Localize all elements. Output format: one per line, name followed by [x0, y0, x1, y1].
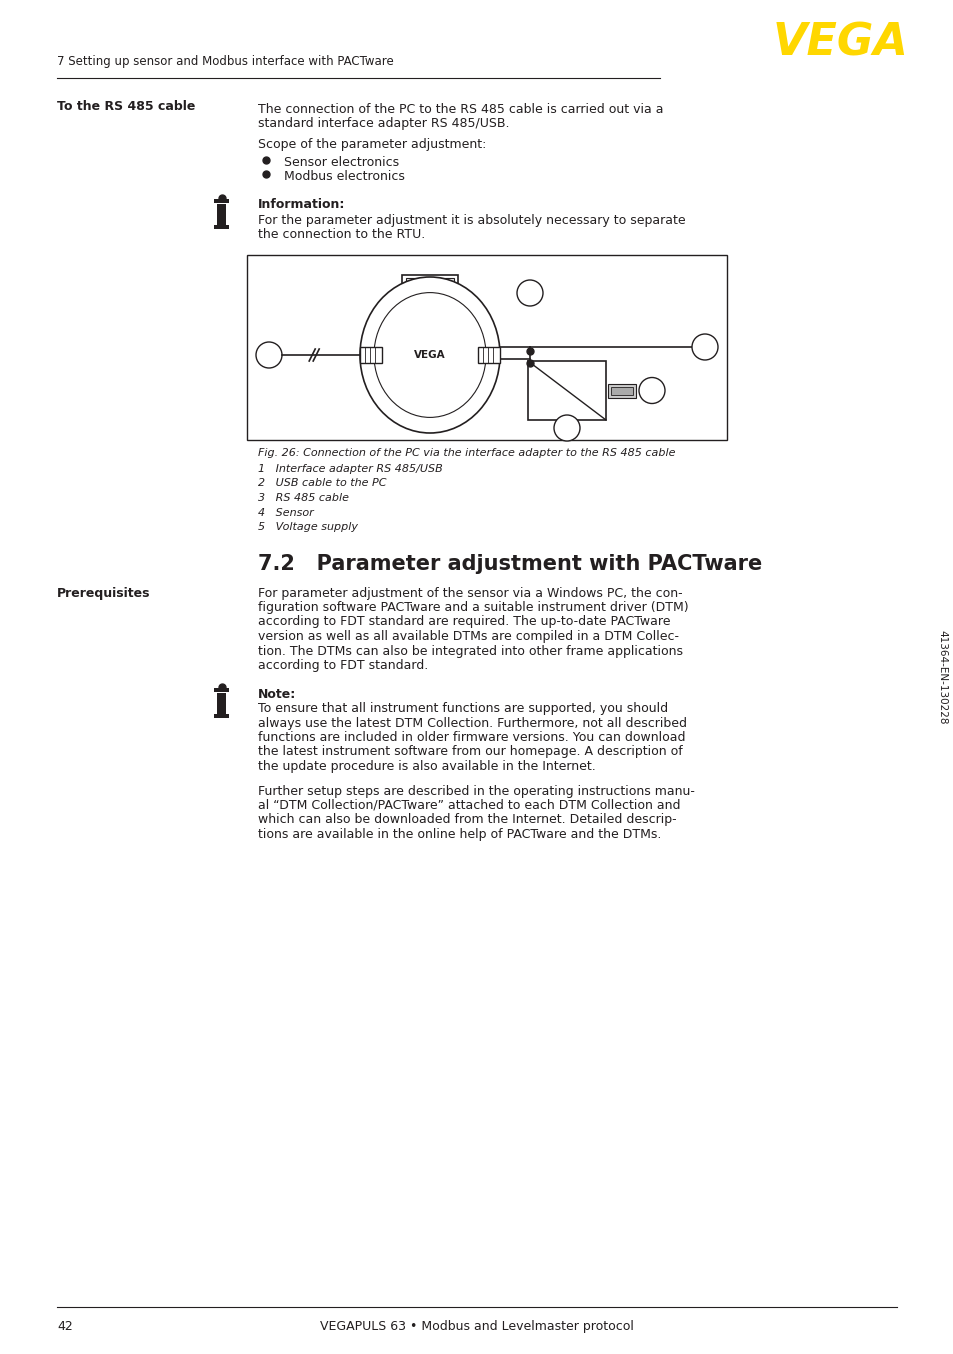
Text: version as well as all available DTMs are compiled in a DTM Collec-: version as well as all available DTMs ar… — [257, 630, 679, 643]
Text: the latest instrument software from our homepage. A description of: the latest instrument software from our … — [257, 746, 682, 758]
Bar — [406, 278, 454, 310]
Circle shape — [517, 280, 542, 306]
Text: Further setup steps are described in the operating instructions manu-: Further setup steps are described in the… — [257, 784, 694, 798]
Text: 4   Sensor: 4 Sensor — [257, 508, 314, 517]
Bar — [375, 311, 484, 393]
Bar — [607, 383, 636, 398]
Text: the connection to the RTU.: the connection to the RTU. — [257, 229, 425, 241]
Text: Scope of the parameter adjustment:: Scope of the parameter adjustment: — [257, 138, 486, 152]
Text: Information:: Information: — [257, 199, 345, 211]
Ellipse shape — [359, 278, 499, 433]
Text: 41364-EN-130228: 41364-EN-130228 — [936, 630, 946, 724]
Text: VEGA: VEGA — [771, 22, 907, 65]
Bar — [401, 389, 457, 406]
Circle shape — [691, 334, 718, 360]
Text: 42: 42 — [57, 1320, 72, 1332]
Bar — [217, 203, 226, 226]
Text: the update procedure is also available in the Internet.: the update procedure is also available i… — [257, 760, 595, 773]
Text: standard interface adapter RS 485/USB.: standard interface adapter RS 485/USB. — [257, 118, 509, 130]
Circle shape — [639, 378, 664, 403]
Text: according to FDT standard.: according to FDT standard. — [257, 659, 428, 672]
Bar — [217, 692, 226, 715]
Text: tions are available in the online help of PACTware and the DTMs.: tions are available in the online help o… — [257, 829, 660, 841]
Bar — [214, 714, 230, 718]
Text: VEGA: VEGA — [414, 349, 445, 360]
Bar — [477, 347, 499, 363]
Text: VEGAPULS 63 • Modbus and Levelmaster protocol: VEGAPULS 63 • Modbus and Levelmaster pro… — [319, 1320, 634, 1332]
Text: 3   RS 485 cable: 3 RS 485 cable — [257, 493, 349, 502]
Bar — [527, 362, 605, 420]
Text: To ensure that all instrument functions are supported, you should: To ensure that all instrument functions … — [257, 701, 667, 715]
Bar — [247, 255, 726, 440]
Circle shape — [554, 414, 579, 441]
Text: functions are included in older firmware versions. You can download: functions are included in older firmware… — [257, 731, 685, 743]
Text: Note:: Note: — [257, 688, 296, 700]
Text: For the parameter adjustment it is absolutely necessary to separate: For the parameter adjustment it is absol… — [257, 214, 685, 227]
Ellipse shape — [374, 292, 485, 417]
Text: al “DTM Collection/PACTware” attached to each DTM Collection and: al “DTM Collection/PACTware” attached to… — [257, 799, 679, 812]
Text: according to FDT standard are required. The up-to-date PACTware: according to FDT standard are required. … — [257, 616, 670, 628]
Text: 5   Voltage supply: 5 Voltage supply — [257, 523, 357, 532]
Text: 7 Setting up sensor and Modbus interface with PACTware: 7 Setting up sensor and Modbus interface… — [57, 56, 394, 68]
Bar — [359, 347, 381, 363]
Text: 2   USB cable to the PC: 2 USB cable to the PC — [257, 478, 386, 489]
Bar — [214, 199, 230, 203]
Text: figuration software PACTware and a suitable instrument driver (DTM): figuration software PACTware and a suita… — [257, 601, 688, 613]
Text: 7.2   Parameter adjustment with PACTware: 7.2 Parameter adjustment with PACTware — [257, 555, 761, 574]
Bar — [214, 688, 230, 692]
Bar — [214, 225, 230, 229]
Text: 1   Interface adapter RS 485/USB: 1 Interface adapter RS 485/USB — [257, 464, 442, 474]
Text: Prerequisites: Prerequisites — [57, 586, 151, 600]
Text: The connection of the PC to the RS 485 cable is carried out via a: The connection of the PC to the RS 485 c… — [257, 103, 662, 116]
Text: which can also be downloaded from the Internet. Detailed descrip-: which can also be downloaded from the In… — [257, 814, 676, 826]
Text: Fig. 26: Connection of the PC via the interface adapter to the RS 485 cable: Fig. 26: Connection of the PC via the in… — [257, 448, 675, 458]
Bar — [401, 275, 457, 313]
Text: always use the latest DTM Collection. Furthermore, not all described: always use the latest DTM Collection. Fu… — [257, 716, 686, 730]
Circle shape — [255, 343, 282, 368]
Text: tion. The DTMs can also be integrated into other frame applications: tion. The DTMs can also be integrated in… — [257, 645, 682, 658]
Text: Modbus electronics: Modbus electronics — [284, 171, 404, 183]
Bar — [610, 386, 633, 394]
Text: To the RS 485 cable: To the RS 485 cable — [57, 100, 195, 112]
Text: Sensor electronics: Sensor electronics — [284, 156, 398, 168]
Text: For parameter adjustment of the sensor via a Windows PC, the con-: For parameter adjustment of the sensor v… — [257, 586, 682, 600]
